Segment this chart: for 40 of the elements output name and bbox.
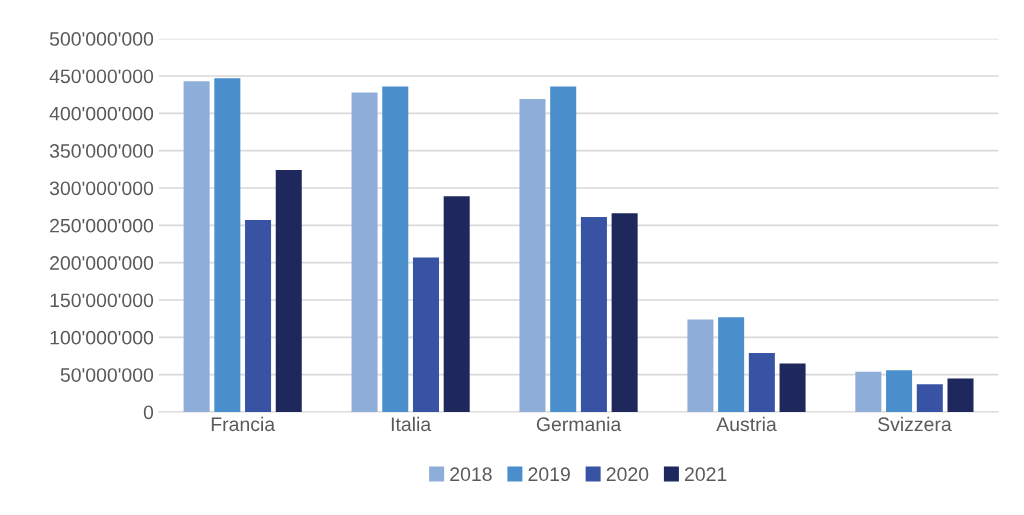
- x-tick-label: Italia: [391, 416, 432, 432]
- bar: [275, 170, 302, 412]
- bar: [855, 371, 882, 412]
- y-tick-label: 250'000'000: [50, 218, 154, 233]
- bar: [916, 384, 943, 412]
- y-tick-label: 50'000'000: [60, 368, 154, 382]
- y-tick-label: 350'000'000: [49, 144, 154, 158]
- y-tick-label: 200'000'000: [50, 256, 154, 270]
- bar: [718, 317, 745, 412]
- y-tick-label: 300'000'000: [49, 181, 154, 196]
- legend-label: 2020: [606, 467, 649, 482]
- y-tick-label: 0: [143, 405, 154, 420]
- bar: [550, 86, 577, 412]
- bar: [687, 319, 714, 412]
- bar: [412, 257, 439, 412]
- bar: [214, 78, 241, 412]
- bar: [245, 220, 272, 412]
- bar: [443, 196, 470, 412]
- bar: [382, 86, 409, 412]
- bar: [748, 353, 775, 412]
- bar: [519, 99, 546, 412]
- y-tick-label: 100'000'000: [50, 330, 154, 345]
- bar: [779, 363, 806, 412]
- bar: [947, 378, 974, 412]
- x-tick-label: Germania: [536, 416, 622, 432]
- bar: [183, 81, 210, 412]
- bar: [351, 92, 378, 412]
- y-tick-label: 450'000'000: [49, 69, 154, 84]
- y-tick-label: 500'000'000: [49, 32, 154, 46]
- legend-label: 2019: [528, 467, 570, 482]
- x-tick-label: Svizzera: [878, 416, 952, 432]
- x-tick-label: Austria: [716, 416, 777, 432]
- bar: [611, 213, 638, 412]
- bar: [886, 370, 913, 412]
- legend-label: 2021: [685, 467, 727, 482]
- y-tick-label: 400'000'000: [49, 106, 154, 121]
- legend-label: 2018: [450, 467, 492, 482]
- x-tick-label: Francia: [211, 416, 276, 432]
- y-tick-label: 150'000'000: [50, 293, 154, 308]
- bar: [580, 217, 607, 412]
